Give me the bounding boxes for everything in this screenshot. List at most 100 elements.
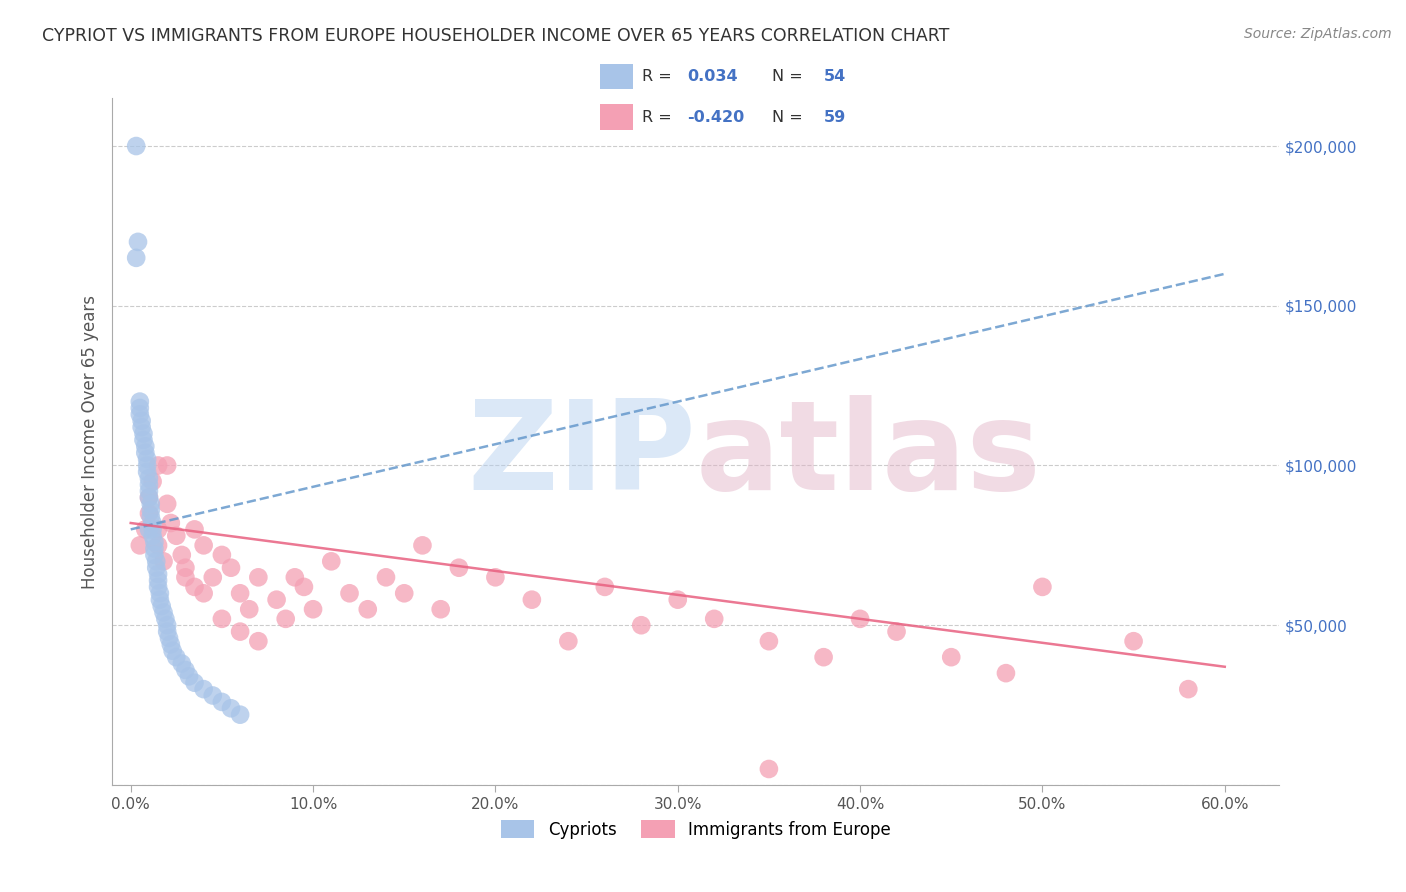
Point	[131, 420, 153, 434]
Point	[128, 401, 150, 415]
Point	[238, 602, 260, 616]
Point	[484, 570, 506, 584]
Point	[146, 567, 169, 582]
Point	[152, 606, 174, 620]
Point	[165, 650, 187, 665]
Point	[139, 503, 162, 517]
Point	[146, 522, 169, 536]
Bar	[600, 63, 633, 89]
Point	[139, 509, 162, 524]
Point	[138, 484, 160, 499]
Point	[132, 433, 155, 447]
Point	[156, 458, 179, 473]
Point	[193, 682, 215, 697]
Text: CYPRIOT VS IMMIGRANTS FROM EUROPE HOUSEHOLDER INCOME OVER 65 YEARS CORRELATION C: CYPRIOT VS IMMIGRANTS FROM EUROPE HOUSEH…	[42, 27, 949, 45]
Point	[274, 612, 297, 626]
Point	[758, 634, 780, 648]
Point	[138, 507, 160, 521]
Point	[132, 426, 155, 441]
Point	[150, 599, 173, 613]
Text: R =: R =	[643, 110, 678, 125]
Point	[142, 529, 165, 543]
Point	[229, 707, 252, 722]
Point	[152, 554, 174, 568]
Text: R =: R =	[643, 69, 678, 84]
Point	[143, 541, 166, 556]
Point	[1122, 634, 1144, 648]
Point	[136, 452, 159, 467]
Point	[142, 475, 165, 489]
Point	[247, 634, 270, 648]
Point	[183, 675, 205, 690]
Point	[557, 634, 579, 648]
Point	[886, 624, 908, 639]
Point	[146, 574, 169, 588]
Point	[177, 669, 200, 683]
Point	[174, 560, 197, 574]
Point	[229, 586, 252, 600]
Point	[849, 612, 872, 626]
Point	[156, 618, 179, 632]
Text: N =: N =	[772, 110, 807, 125]
Point	[155, 612, 177, 626]
Point	[146, 458, 169, 473]
Point	[138, 491, 160, 505]
Point	[146, 538, 169, 552]
Point	[201, 689, 224, 703]
Point	[165, 529, 187, 543]
Y-axis label: Householder Income Over 65 years: Householder Income Over 65 years	[80, 294, 98, 589]
Point	[138, 477, 160, 491]
Point	[156, 624, 179, 639]
Point	[160, 516, 183, 530]
Point	[162, 644, 184, 658]
Point	[156, 497, 179, 511]
Point	[149, 586, 172, 600]
Point	[375, 570, 398, 584]
Point	[143, 535, 166, 549]
Point	[157, 631, 180, 645]
Point	[138, 522, 160, 536]
Point	[339, 586, 361, 600]
Point	[128, 408, 150, 422]
Point	[219, 701, 242, 715]
Point	[429, 602, 451, 616]
Point	[145, 554, 167, 568]
Text: Source: ZipAtlas.com: Source: ZipAtlas.com	[1244, 27, 1392, 41]
Point	[134, 446, 156, 460]
Point	[321, 554, 343, 568]
Legend: Cypriots, Immigrants from Europe: Cypriots, Immigrants from Europe	[495, 814, 897, 846]
Point	[302, 602, 325, 616]
Point	[170, 657, 193, 671]
Point	[138, 471, 160, 485]
Point	[193, 586, 215, 600]
Point	[125, 139, 148, 153]
Text: 54: 54	[824, 69, 845, 84]
Point	[138, 491, 160, 505]
Point	[183, 580, 205, 594]
Point	[128, 538, 150, 552]
Point	[247, 570, 270, 584]
Point	[357, 602, 380, 616]
Point	[183, 522, 205, 536]
Point	[145, 560, 167, 574]
Point	[134, 439, 156, 453]
Point	[174, 570, 197, 584]
Point	[394, 586, 416, 600]
Point	[134, 522, 156, 536]
Point	[1031, 580, 1053, 594]
Point	[292, 580, 315, 594]
Point	[211, 695, 233, 709]
Point	[193, 538, 215, 552]
Point	[1177, 682, 1199, 697]
Point	[411, 538, 433, 552]
Bar	[600, 104, 633, 130]
Point	[211, 612, 233, 626]
Point	[127, 235, 149, 249]
Point	[131, 414, 153, 428]
Point	[630, 618, 652, 632]
Point	[142, 522, 165, 536]
Point	[143, 548, 166, 562]
Point	[170, 548, 193, 562]
Point	[211, 548, 233, 562]
Point	[758, 762, 780, 776]
